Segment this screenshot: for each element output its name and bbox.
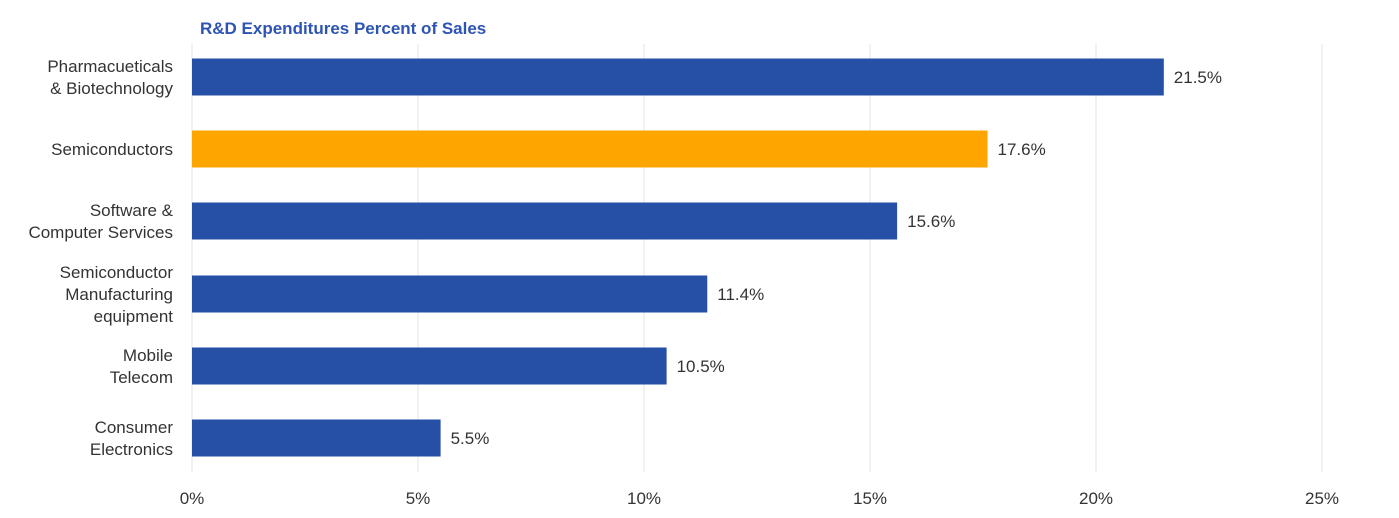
category-labels: Pharmacueticals & Biotechnology Semiconduc… — [28, 57, 173, 459]
bar-value-label: 21.5% — [1174, 68, 1222, 87]
bar — [192, 58, 1164, 96]
chart-title: R&D Expenditures Percent of Sales — [200, 19, 486, 38]
category-label: equipment — [94, 307, 174, 326]
x-tick-label: 15% — [853, 489, 887, 508]
x-tick-label: 5% — [406, 489, 431, 508]
bar-value-label: 17.6% — [998, 140, 1046, 159]
category-label: Electronics — [90, 440, 173, 459]
category-label: Software & — [90, 201, 174, 220]
category-label: Semiconductors — [51, 140, 173, 159]
gridlines — [191, 44, 1323, 472]
bar-value-label: 10.5% — [677, 357, 725, 376]
value-labels: 21.5% 17.6% 15.6% 11.4% 10.5% 5.5% — [451, 68, 1222, 448]
category-label: Mobile — [123, 346, 173, 365]
bars — [192, 58, 1164, 457]
x-tick-label: 10% — [627, 489, 661, 508]
category-label: Manufacturing — [65, 285, 173, 304]
bar-value-label: 5.5% — [451, 429, 490, 448]
category-label: & Biotechnology — [50, 79, 173, 98]
bar — [192, 202, 898, 240]
x-tick-label: 20% — [1079, 489, 1113, 508]
bar — [192, 275, 708, 313]
bar-value-label: 11.4% — [717, 285, 764, 304]
category-label: Pharmacueticals — [47, 57, 173, 76]
category-label: Telecom — [110, 368, 173, 387]
category-label: Consumer — [95, 418, 174, 437]
x-tick-label: 0% — [180, 489, 205, 508]
x-axis-tick-labels: 0% 5% 10% 15% 20% 25% — [180, 489, 1339, 508]
category-label: Computer Services — [28, 223, 173, 242]
category-label: Semiconductor — [60, 263, 174, 282]
bar — [192, 419, 441, 457]
bar-value-label: 15.6% — [907, 212, 955, 231]
bar — [192, 130, 988, 168]
x-tick-label: 25% — [1305, 489, 1339, 508]
bar — [192, 347, 667, 385]
